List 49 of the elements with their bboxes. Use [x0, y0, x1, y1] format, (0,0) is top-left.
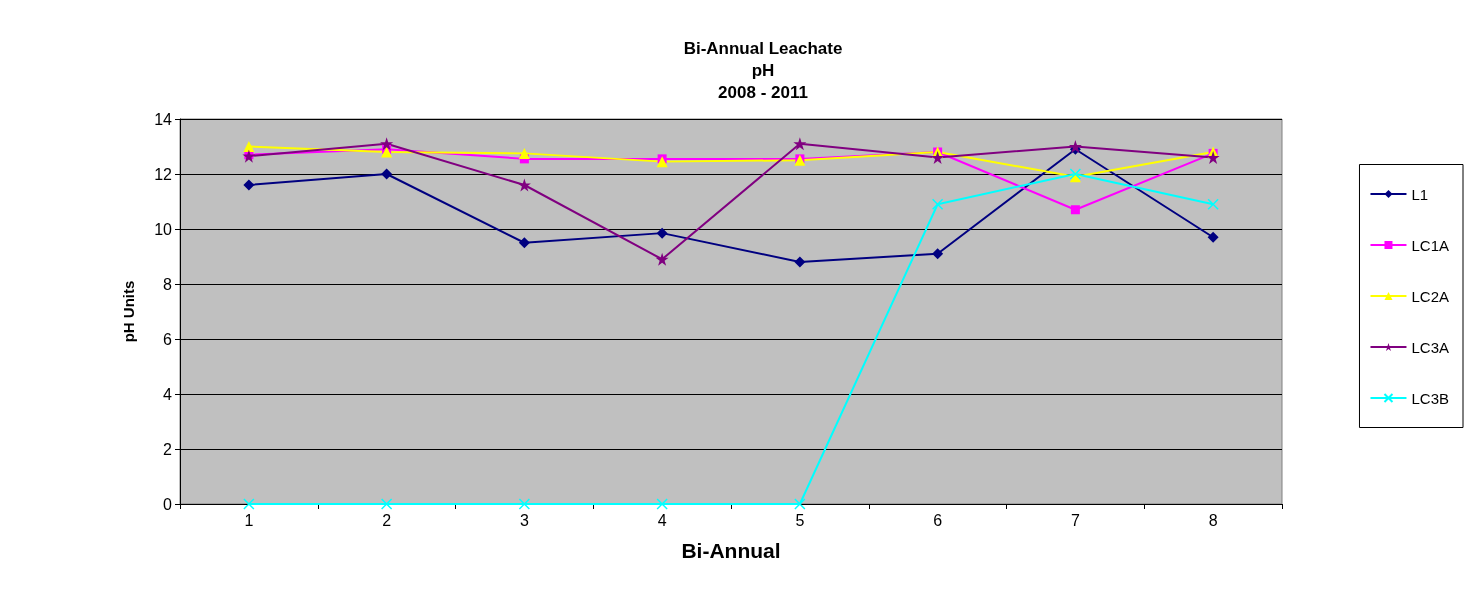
point — [1206, 151, 1220, 164]
point — [517, 178, 531, 192]
point — [1207, 231, 1219, 243]
legend-label: LC3A — [1411, 338, 1450, 356]
y-tick-label: 6 — [163, 330, 173, 348]
point — [518, 147, 530, 159]
point — [243, 141, 255, 152]
point — [518, 498, 531, 510]
legend-label: LC3B — [1411, 389, 1450, 407]
point — [655, 252, 669, 266]
x-axis-title: Bi-Annual — [681, 539, 781, 562]
point — [794, 256, 806, 268]
point — [794, 498, 806, 510]
point — [243, 179, 255, 191]
point — [381, 168, 393, 180]
x-tick-label: 4 — [657, 511, 667, 529]
chart-title: Bi-Annual Leachate pH 2008 - 2011 — [683, 38, 843, 102]
point — [656, 498, 668, 510]
x-tick-label: 7 — [1070, 511, 1080, 529]
point — [518, 237, 530, 249]
point — [793, 137, 807, 151]
x-tick-label: 1 — [244, 511, 254, 529]
point — [931, 198, 944, 210]
point — [381, 146, 393, 158]
point — [380, 137, 394, 151]
x-tick-label: 8 — [1208, 511, 1218, 529]
point — [656, 156, 668, 168]
y-tick-label: 8 — [163, 275, 173, 293]
point — [380, 498, 393, 510]
point — [1070, 205, 1080, 215]
y-tick-label: 0 — [163, 495, 173, 513]
point — [1207, 198, 1219, 210]
point — [931, 151, 945, 164]
x-tick-label: 2 — [382, 511, 392, 529]
y-tick-label: 12 — [154, 165, 173, 183]
point — [932, 248, 944, 260]
y-axis-title: pH Units — [120, 280, 137, 343]
x-tick-label: 5 — [795, 511, 805, 529]
x-tick-label: 3 — [519, 511, 529, 529]
legend-label: LC2A — [1411, 287, 1450, 305]
y-tick-label: 10 — [154, 220, 173, 238]
y-tick-label: 2 — [163, 440, 173, 458]
point — [656, 227, 668, 239]
y-tick-label: 4 — [163, 385, 173, 403]
y-tick-label: 14 — [154, 110, 173, 128]
x-tick-label: 6 — [933, 511, 943, 529]
legend-label: L1 — [1411, 185, 1429, 203]
point — [243, 498, 255, 510]
legend-label: LC1A — [1411, 236, 1450, 254]
